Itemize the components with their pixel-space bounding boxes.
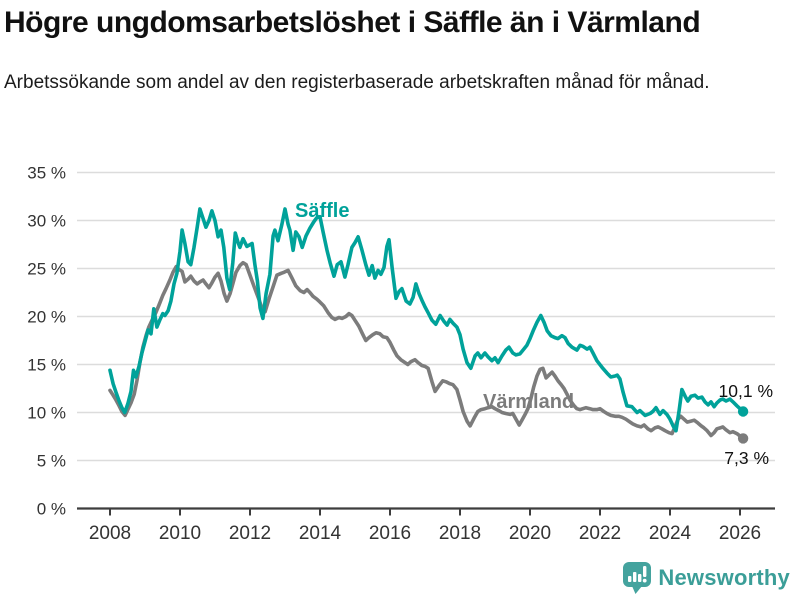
y-tick-label: 25 % xyxy=(27,260,66,279)
y-tick-label: 35 % xyxy=(27,164,66,183)
x-tick-label: 2016 xyxy=(369,523,411,544)
series-label-säffle: Säffle xyxy=(295,200,349,222)
series-line-säffle xyxy=(108,207,745,433)
series-label-värmland: Värmland xyxy=(483,391,574,413)
page-title: Högre ungdomsarbetslöshet i Säffle än i … xyxy=(4,6,701,39)
y-tick-label: 0 % xyxy=(37,500,66,519)
y-tick-label: 20 % xyxy=(27,308,66,327)
x-tick-label: 2024 xyxy=(649,523,692,544)
x-tick-label: 2010 xyxy=(159,523,201,544)
x-tick-label: 2022 xyxy=(579,523,621,544)
series-end-dot-värmland xyxy=(737,433,749,444)
series-end-dot-säffle xyxy=(737,406,749,417)
x-tick-label: 2008 xyxy=(89,523,131,544)
x-tick-label: 2012 xyxy=(229,523,271,544)
newsworthy-logo: Newsworthy xyxy=(623,562,790,594)
x-tick-label: 2014 xyxy=(299,523,342,544)
y-tick-label: 30 % xyxy=(27,212,66,231)
x-tick-label: 2020 xyxy=(509,523,551,544)
newsworthy-wordmark: Newsworthy xyxy=(658,565,790,590)
y-tick-label: 5 % xyxy=(37,452,66,471)
end-value-label-säffle: 10,1 % xyxy=(719,381,773,401)
x-tick-label: 2018 xyxy=(439,523,481,544)
y-tick-label: 15 % xyxy=(27,356,66,375)
end-value-label-värmland: 7,3 % xyxy=(724,448,769,468)
x-tick-label: 2026 xyxy=(719,523,761,544)
series-line-värmland xyxy=(108,260,745,441)
newsworthy-bubble-chart-icon xyxy=(623,562,652,594)
y-tick-label: 10 % xyxy=(27,404,66,423)
page-subtitle: Arbetssökande som andel av den registerb… xyxy=(4,72,710,93)
